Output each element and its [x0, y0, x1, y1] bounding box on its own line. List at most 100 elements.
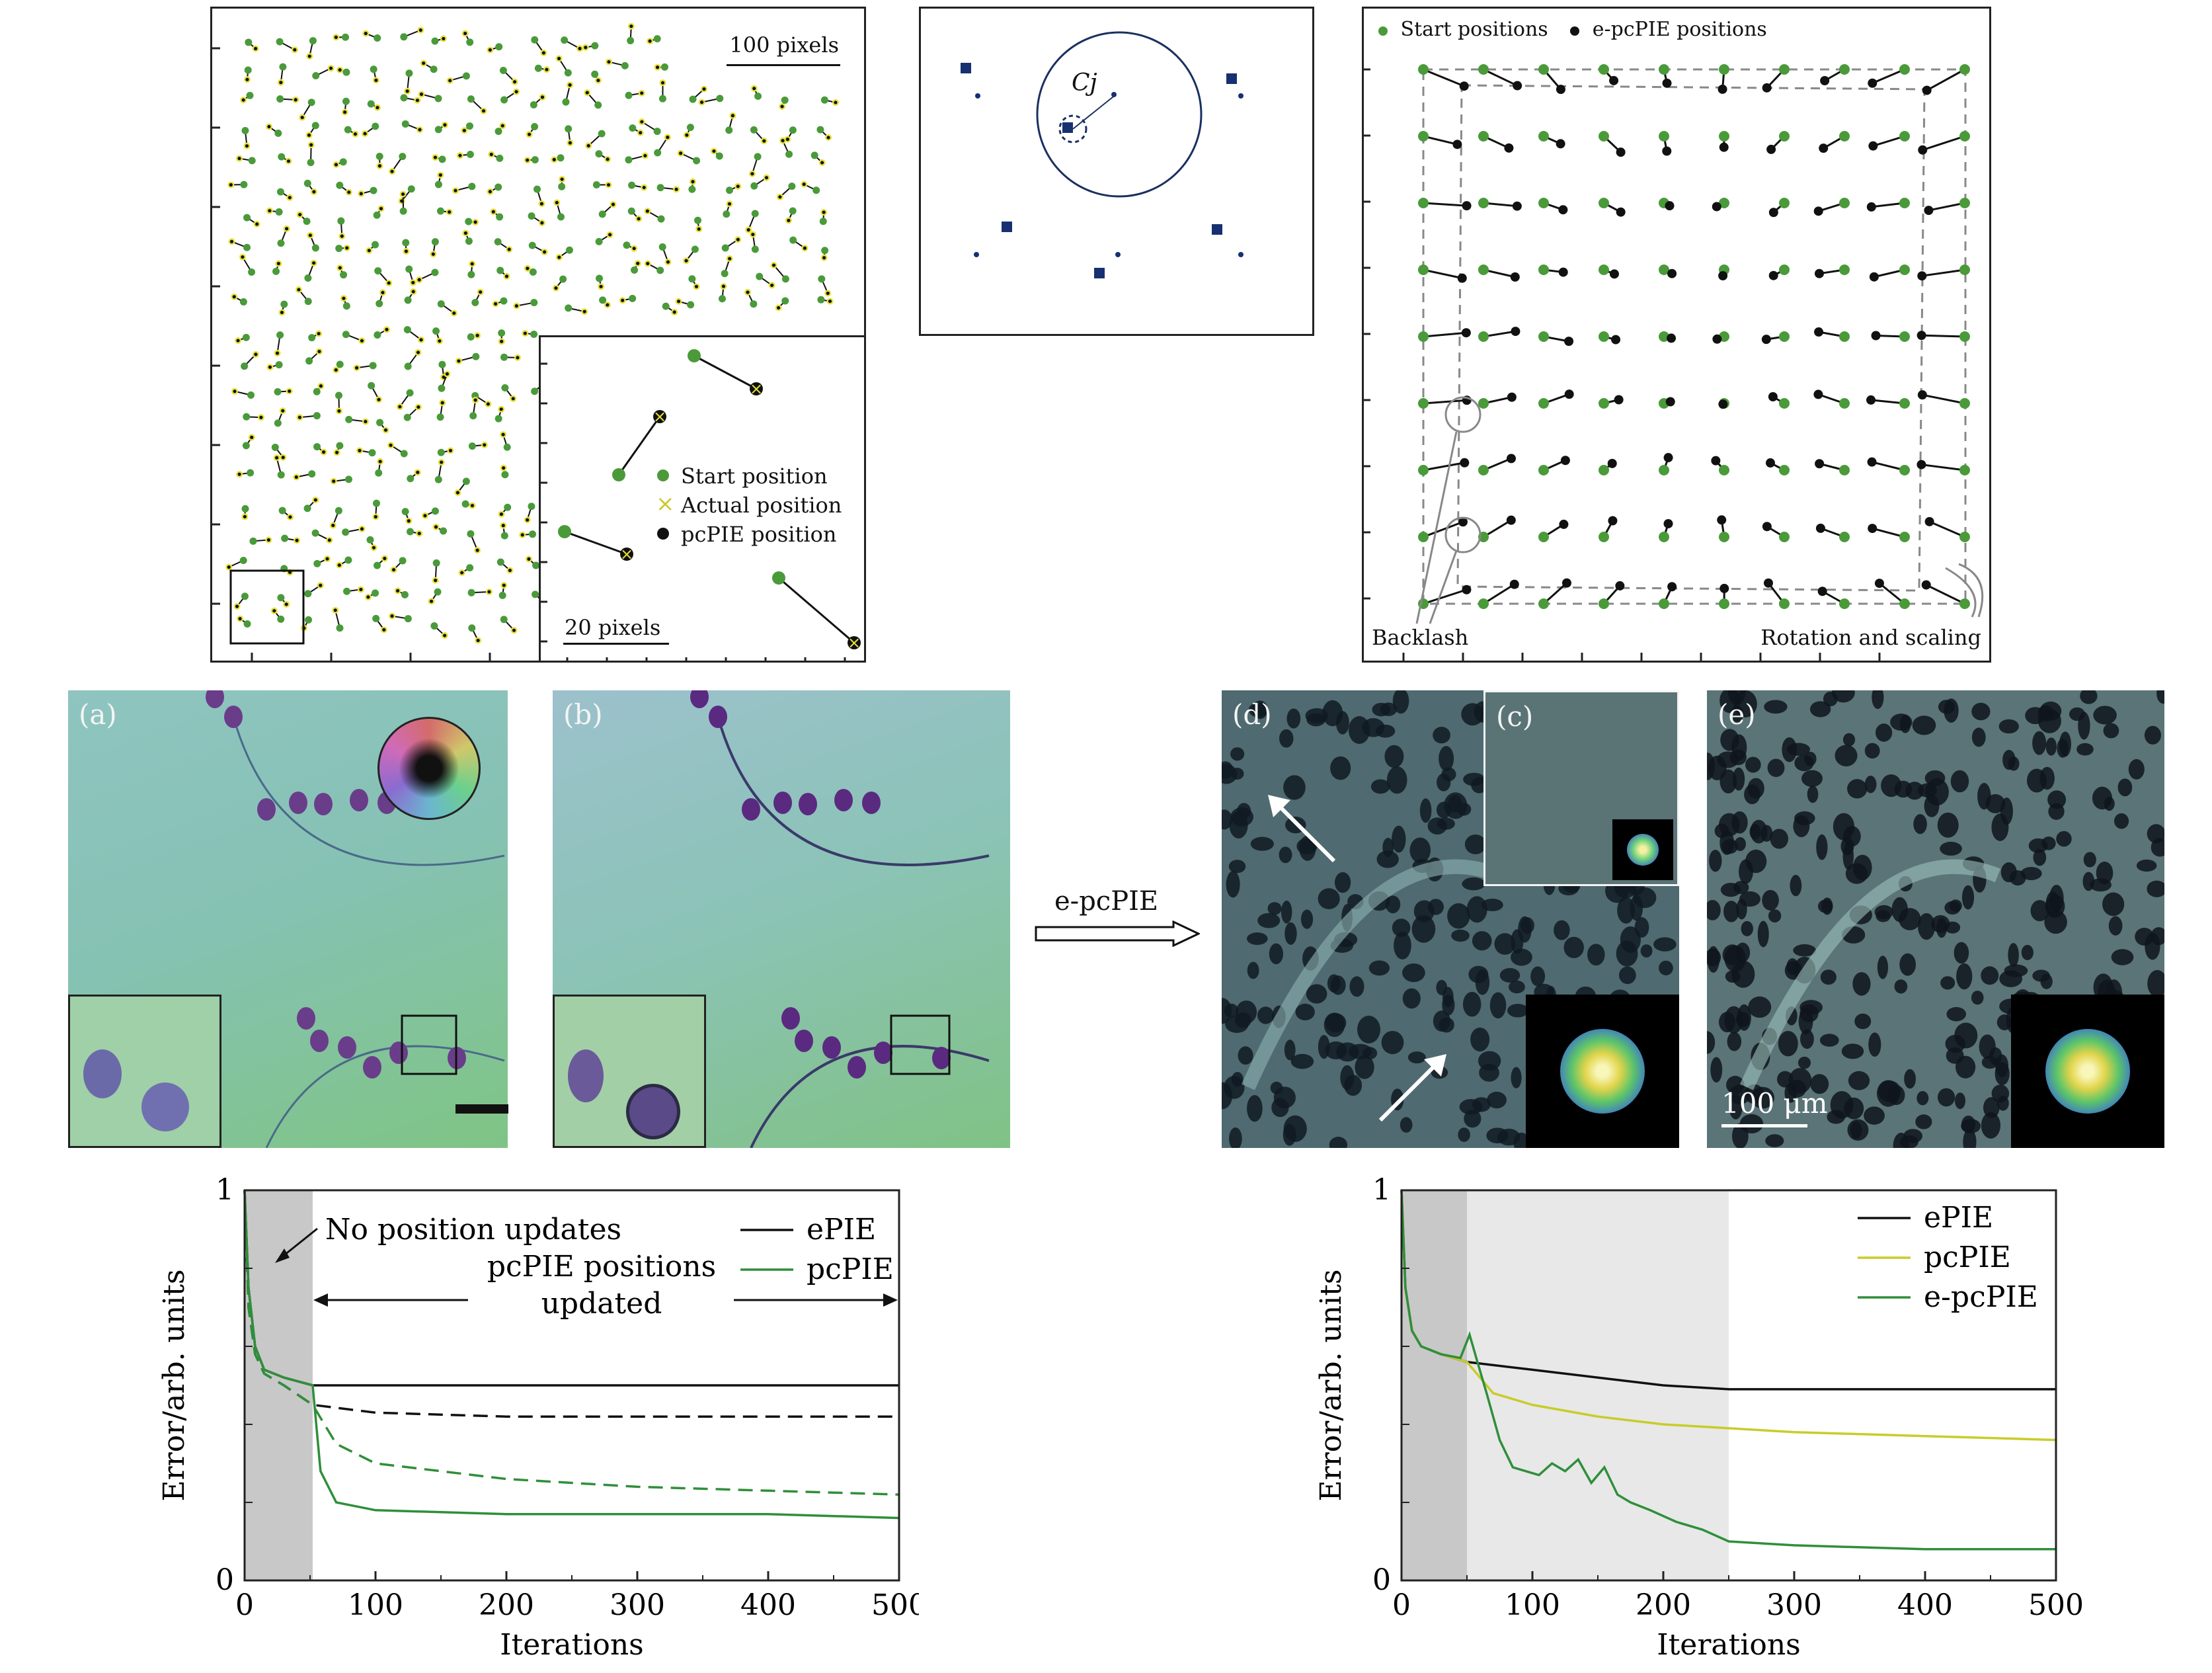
- inset-displacement: [778, 577, 855, 644]
- cell: [2032, 969, 2051, 982]
- cell: [2135, 927, 2154, 946]
- pcpie-point: [679, 151, 683, 155]
- grid-start-point: [1659, 131, 1669, 142]
- cell: [1877, 956, 1889, 979]
- start-point: [693, 157, 701, 165]
- start-point: [496, 266, 504, 274]
- start-point: [304, 590, 312, 598]
- grid-epcpie-point: [1512, 201, 1522, 211]
- grid-epcpie-point: [1461, 328, 1471, 338]
- pcpie-point: [523, 331, 527, 335]
- start-point: [500, 96, 508, 104]
- cell: [1707, 899, 1721, 920]
- grid-start-point: [1418, 465, 1429, 475]
- pcpie-point: [418, 28, 422, 32]
- grid-positions-plot: [1364, 64, 1984, 661]
- start-point: [241, 362, 249, 370]
- pcpie-point: [820, 161, 824, 165]
- pcpie-point: [237, 472, 241, 476]
- cell: [1231, 1072, 1244, 1087]
- start-point: [504, 503, 512, 511]
- pcpie-point: [785, 138, 789, 142]
- probe-image-d: [1526, 995, 1679, 1148]
- cell: [1419, 798, 1432, 823]
- cell: [1222, 809, 1232, 830]
- cell: [1971, 702, 1991, 721]
- cell: [1786, 743, 1811, 756]
- cell: [2008, 942, 2019, 967]
- start-point: [501, 471, 509, 479]
- start-point: [245, 38, 253, 46]
- start-point: [819, 218, 827, 225]
- pcpie-point: [514, 90, 518, 94]
- start-point: [559, 275, 567, 283]
- grid-displacement: [1423, 462, 1465, 471]
- cell: [1494, 933, 1516, 955]
- grid-displacement: [1926, 584, 1965, 605]
- cell: [1497, 1128, 1521, 1146]
- pcpie-point: [313, 498, 317, 502]
- cell: [363, 1056, 381, 1079]
- pcpie-point: [501, 524, 505, 528]
- pcpie-point: [736, 184, 740, 188]
- pcpie-point: [237, 156, 241, 161]
- start-point: [276, 331, 284, 339]
- grid-epcpie-point: [1558, 205, 1568, 215]
- pcpie-point: [417, 532, 421, 536]
- cell: [1587, 944, 1605, 966]
- chart-right-svg: 0 100 200 300 400 500 0 1 Iterations Error/arb. u…: [1314, 1173, 2084, 1662]
- grid-start-point: [1418, 198, 1429, 208]
- scale-bar-a: [455, 1104, 508, 1114]
- start-point: [342, 33, 350, 41]
- cell: [1236, 1000, 1257, 1024]
- pcpie-point: [431, 252, 435, 256]
- start-point: [438, 360, 446, 368]
- pcpie-point: [276, 261, 280, 266]
- grid-start-point: [1418, 398, 1429, 409]
- grid-start-point: [1599, 398, 1609, 409]
- pcpie-point: [438, 339, 442, 343]
- cell: [1618, 966, 1636, 985]
- pcpie-point: [621, 298, 625, 302]
- inset-start-point: [558, 525, 571, 538]
- cell: [1864, 775, 1877, 794]
- rotation-pointer: [1945, 563, 1984, 618]
- cell: [2030, 900, 2049, 922]
- start-point: [598, 130, 606, 138]
- grid-start-point: [1538, 598, 1549, 609]
- label-a: (a): [79, 698, 117, 731]
- grid-epcpie-point: [1611, 335, 1621, 345]
- inset-legend: Start position × Actual position pcPIE p…: [654, 462, 842, 549]
- cell: [709, 706, 727, 728]
- cell: [1392, 690, 1409, 714]
- pcpie-point: [445, 372, 449, 376]
- start-point: [436, 413, 444, 421]
- pcpie-point: [298, 212, 302, 217]
- inset-pcpie-point: [848, 636, 861, 649]
- pcpie-point: [731, 114, 735, 118]
- cell: [1530, 966, 1546, 987]
- cell: [1729, 1094, 1743, 1120]
- pcpie-point: [526, 266, 530, 270]
- pcpie-point: [476, 638, 480, 643]
- grid-epcpie-point: [1564, 389, 1574, 399]
- cell: [1961, 1116, 1976, 1133]
- start-point: [344, 556, 352, 564]
- pcpie-point: [728, 257, 732, 261]
- inset-pcpie-point: [750, 382, 763, 395]
- backlash-circle-1: [1444, 396, 1481, 433]
- grid-start-point: [1719, 64, 1729, 75]
- cell: [1786, 958, 1799, 975]
- cell: [1368, 960, 1390, 976]
- grid-displacement: [1423, 331, 1467, 338]
- start-point: [243, 413, 251, 421]
- grid-epcpie-point: [1814, 327, 1824, 337]
- grid-displacement: [1926, 68, 1965, 91]
- cell: [1462, 991, 1481, 1017]
- pcpie-point: [637, 217, 641, 221]
- cell: [1402, 988, 1421, 1009]
- start-point: [821, 247, 829, 255]
- start-point: [658, 243, 666, 251]
- probe-square: [1062, 122, 1073, 133]
- grid-displacement: [1929, 520, 1965, 538]
